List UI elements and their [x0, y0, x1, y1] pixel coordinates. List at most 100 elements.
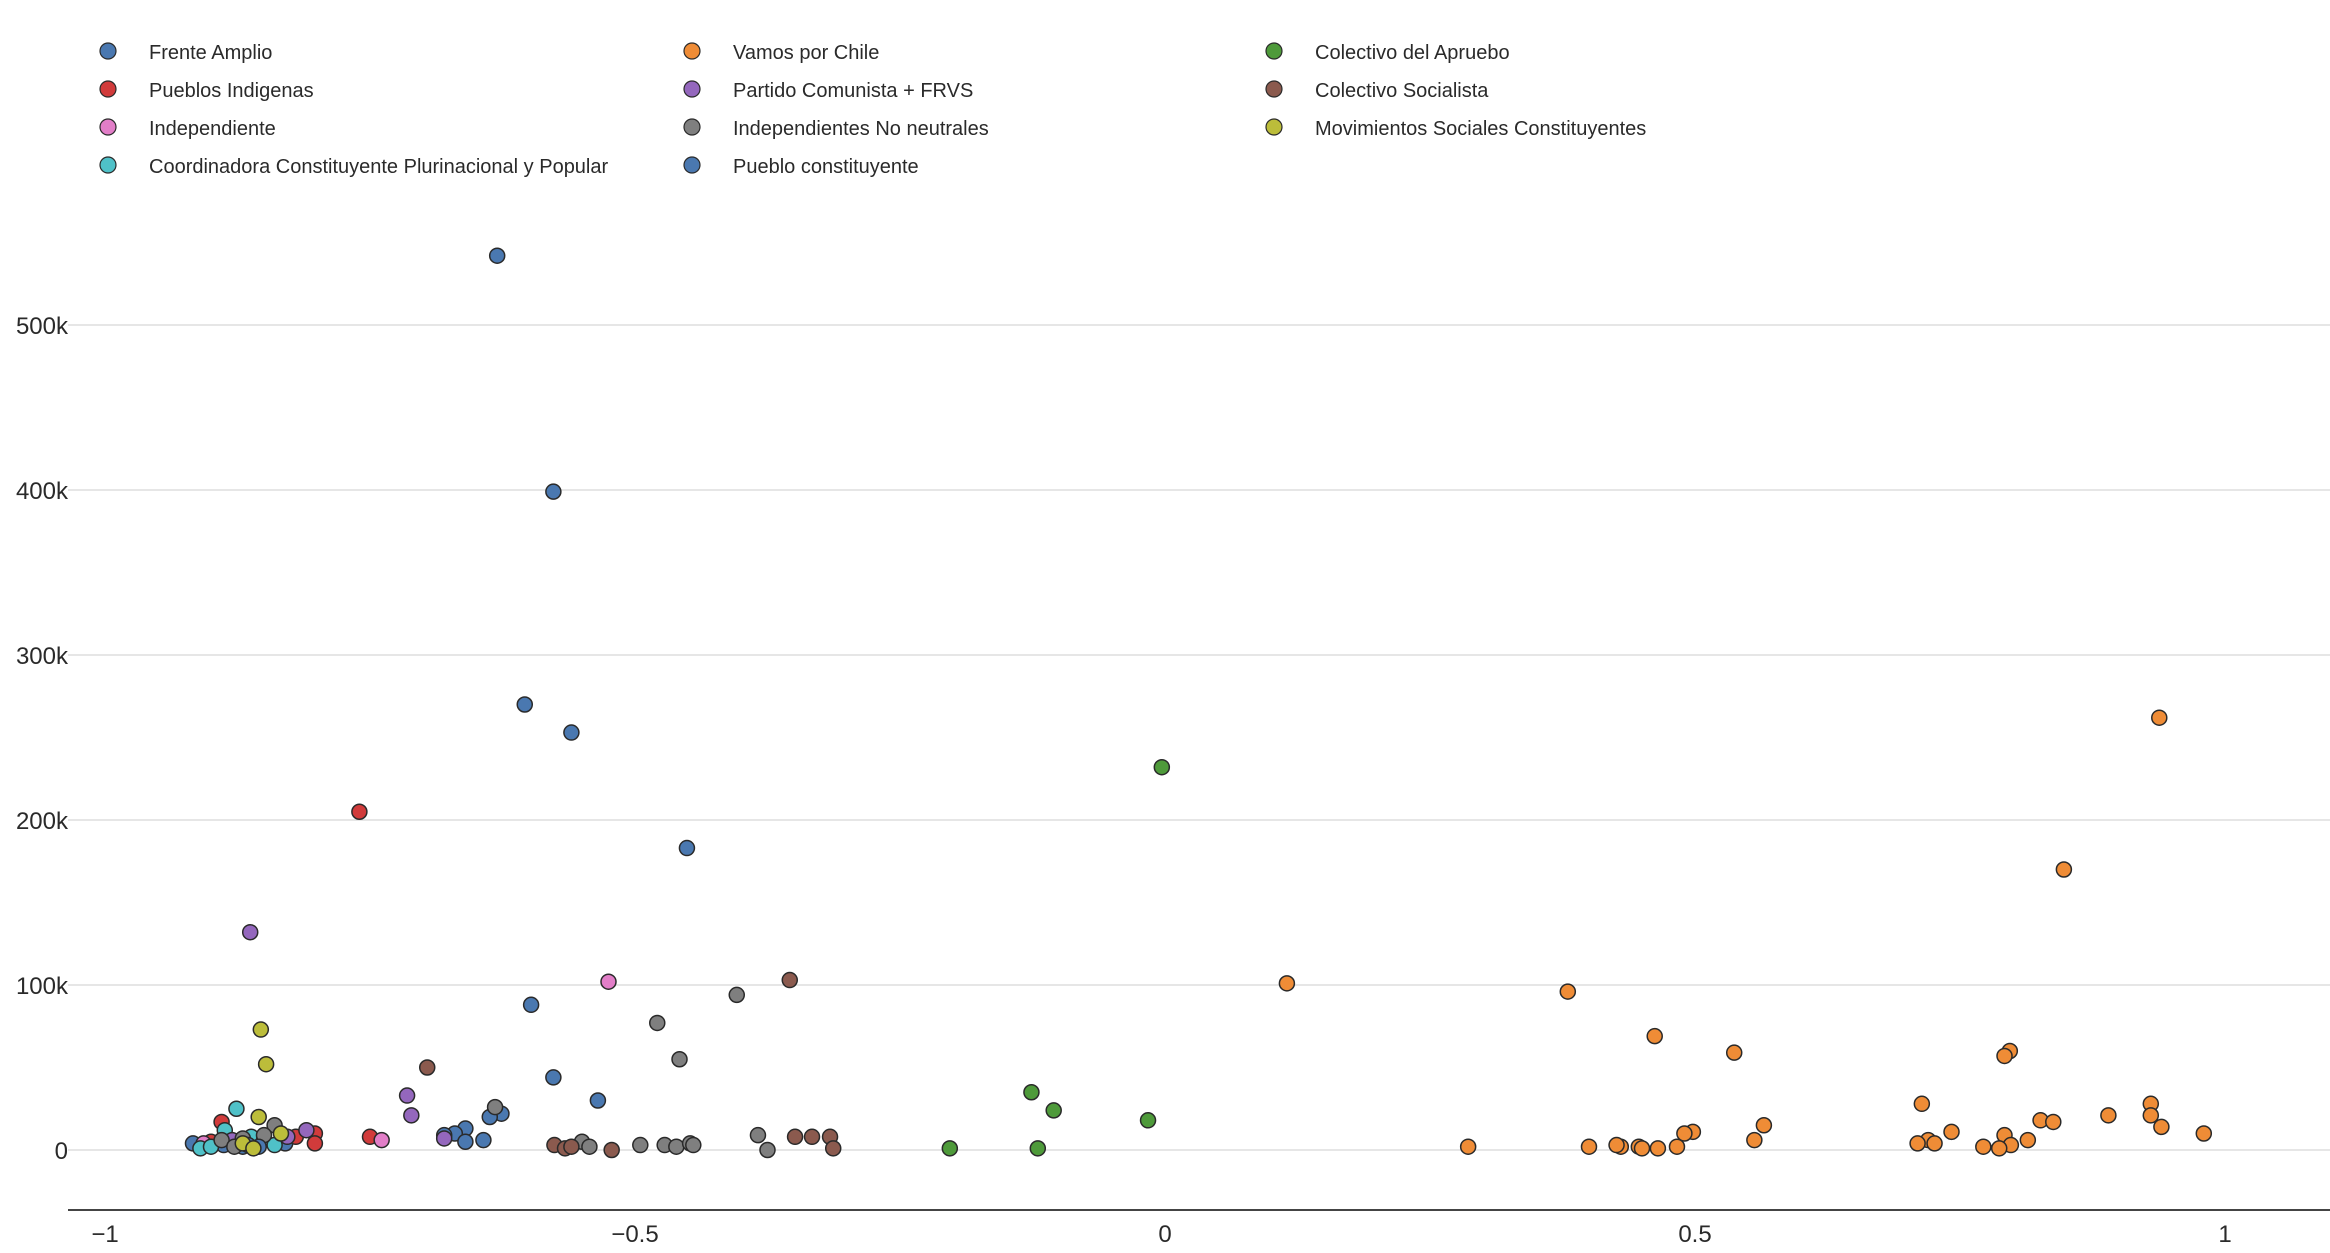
data-point[interactable]: [213, 1131, 230, 1149]
data-point[interactable]: [398, 1087, 416, 1104]
data-point[interactable]: [522, 996, 540, 1014]
data-point[interactable]: [1676, 1125, 1693, 1142]
data-point[interactable]: [600, 973, 617, 990]
legend-marker: [99, 80, 117, 98]
y-tick-label: 200k: [16, 808, 69, 835]
data-point[interactable]: [2151, 709, 2168, 726]
data-point[interactable]: [668, 1138, 685, 1155]
data-point[interactable]: [545, 483, 562, 500]
data-point[interactable]: [418, 1059, 436, 1076]
data-point[interactable]: [1278, 975, 1296, 992]
data-point[interactable]: [1975, 1138, 1992, 1155]
data-point[interactable]: [1646, 1027, 1663, 1045]
data-point[interactable]: [1459, 1138, 1477, 1155]
data-point[interactable]: [1633, 1140, 1651, 1157]
data-point[interactable]: [2100, 1107, 2117, 1124]
data-point[interactable]: [486, 1098, 504, 1116]
data-point[interactable]: [1668, 1138, 1686, 1155]
grid-lines: [68, 324, 2330, 1151]
data-point[interactable]: [749, 1126, 767, 1144]
series-group: [213, 986, 776, 1159]
data-point[interactable]: [786, 1128, 804, 1146]
data-point[interactable]: [1943, 1123, 1960, 1141]
data-point[interactable]: [671, 1051, 688, 1068]
legend-marker: [683, 80, 701, 98]
data-point[interactable]: [252, 1021, 270, 1038]
data-point[interactable]: [1725, 1044, 1743, 1061]
data-point[interactable]: [803, 1128, 821, 1146]
data-point[interactable]: [272, 1125, 290, 1142]
data-point[interactable]: [1045, 1102, 1062, 1119]
data-point[interactable]: [475, 1131, 492, 1149]
data-point[interactable]: [2142, 1107, 2160, 1124]
data-point[interactable]: [1755, 1117, 1773, 1134]
legend-item[interactable]: Colectivo Socialista: [1265, 80, 1489, 102]
data-point[interactable]: [516, 696, 534, 713]
data-point[interactable]: [2045, 1113, 2062, 1131]
data-point[interactable]: [250, 1108, 267, 1126]
data-point[interactable]: [2153, 1118, 2170, 1136]
data-point[interactable]: [1559, 983, 1577, 1000]
data-point[interactable]: [1580, 1138, 1598, 1155]
data-point[interactable]: [1608, 1136, 1625, 1154]
data-point[interactable]: [1909, 1135, 1926, 1152]
legend-item[interactable]: Pueblos Indigenas: [99, 80, 314, 102]
x-tick-label: 1: [2218, 1221, 2231, 1248]
legend-item[interactable]: Movimientos Sociales Constituyentes: [1265, 118, 1646, 140]
data-point[interactable]: [632, 1136, 649, 1154]
legend-item[interactable]: Coordinadora Constituyente Plurinacional…: [99, 156, 609, 178]
legend-item[interactable]: Independiente: [99, 118, 276, 140]
data-point[interactable]: [589, 1092, 607, 1109]
data-point[interactable]: [1996, 1047, 2013, 1065]
data-point[interactable]: [241, 923, 259, 941]
legend-label: Colectivo Socialista: [1315, 80, 1489, 102]
legend-item[interactable]: Frente Amplio: [99, 42, 272, 64]
data-point[interactable]: [435, 1130, 453, 1147]
data-point[interactable]: [298, 1121, 315, 1139]
legend-item[interactable]: Colectivo del Apruebo: [1265, 42, 1510, 64]
data-point[interactable]: [373, 1131, 390, 1149]
data-point[interactable]: [1139, 1112, 1157, 1129]
data-point[interactable]: [245, 1140, 262, 1157]
data-point[interactable]: [603, 1141, 620, 1159]
legend-item[interactable]: Independientes No neutrales: [683, 118, 989, 140]
data-point[interactable]: [581, 1138, 598, 1155]
y-tick-label: 100k: [16, 973, 69, 1000]
legend-item[interactable]: Pueblo constituyente: [683, 156, 919, 178]
data-point[interactable]: [563, 724, 580, 741]
data-point[interactable]: [649, 1014, 666, 1032]
data-point[interactable]: [824, 1140, 842, 1157]
data-point[interactable]: [1926, 1135, 1943, 1152]
data-point[interactable]: [257, 1055, 275, 1073]
data-point[interactable]: [488, 247, 506, 264]
data-point[interactable]: [1649, 1140, 1667, 1157]
data-point[interactable]: [457, 1133, 474, 1150]
data-point[interactable]: [759, 1141, 776, 1159]
data-point[interactable]: [1023, 1084, 1040, 1101]
data-point[interactable]: [1153, 758, 1171, 776]
data-point[interactable]: [545, 1069, 562, 1086]
data-point[interactable]: [941, 1140, 959, 1157]
legend-label: Movimientos Sociales Constituyentes: [1315, 118, 1646, 140]
legend-marker: [99, 118, 117, 136]
data-point[interactable]: [2195, 1125, 2213, 1142]
data-point[interactable]: [685, 1136, 702, 1154]
data-point[interactable]: [306, 1135, 324, 1152]
data-point[interactable]: [563, 1138, 580, 1155]
data-point[interactable]: [781, 971, 799, 989]
data-point[interactable]: [351, 803, 368, 820]
data-point[interactable]: [1746, 1131, 1763, 1149]
axes: 0 100k 200k 300k 400k 500k −1 −0.5 0 0.5 1: [16, 313, 2330, 1248]
legend-item[interactable]: Partido Comunista + FRVS: [683, 80, 973, 102]
data-point[interactable]: [1990, 1140, 2008, 1157]
data-point[interactable]: [728, 986, 746, 1004]
data-point[interactable]: [1913, 1095, 1931, 1113]
data-point[interactable]: [1029, 1140, 1047, 1157]
legend-item[interactable]: Vamos por Chile: [683, 42, 879, 64]
data-point[interactable]: [2019, 1131, 2037, 1149]
data-point[interactable]: [228, 1100, 245, 1117]
data-point[interactable]: [678, 839, 696, 857]
data-point[interactable]: [403, 1107, 420, 1124]
data-point[interactable]: [2055, 861, 2073, 878]
